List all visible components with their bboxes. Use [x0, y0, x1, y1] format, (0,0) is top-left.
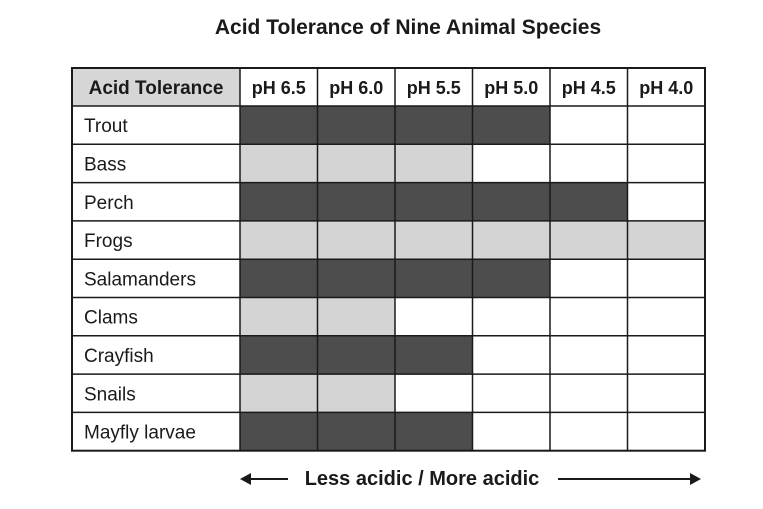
tolerance-cell-clams-4	[550, 297, 628, 336]
column-header-ph: pH 6.5	[252, 78, 306, 98]
row-label-trout: Trout	[84, 116, 128, 137]
column-header-ph: pH 5.0	[484, 78, 538, 98]
chart-title: Acid Tolerance of Nine Animal Species	[214, 16, 602, 39]
tolerance-cell-perch-2	[395, 182, 473, 221]
tolerance-cell-frogs-0	[240, 220, 318, 260]
corner-header-label: Acid Tolerance	[89, 78, 224, 99]
row-label-salamanders: Salamanders	[84, 269, 196, 290]
tolerance-cell-perch-5	[627, 182, 705, 221]
tolerance-cell-salamanders-1	[317, 259, 395, 298]
tolerance-cell-crayfish-3	[472, 335, 550, 375]
tolerance-cell-mayfly-larvae-0	[240, 412, 318, 451]
tolerance-cell-bass-4	[550, 144, 628, 183]
row-label-snails: Snails	[84, 384, 136, 405]
tolerance-cell-clams-3	[472, 297, 550, 336]
row-label-clams: Clams	[84, 308, 138, 329]
row-label-bass: Bass	[84, 154, 126, 175]
tolerance-cell-trout-0	[240, 106, 318, 145]
tolerance-cell-trout-2	[395, 106, 473, 145]
tolerance-cell-salamanders-2	[395, 259, 473, 298]
tolerance-cell-perch-0	[240, 182, 318, 221]
tolerance-cell-trout-1	[317, 106, 395, 145]
tolerance-cell-bass-2	[395, 144, 473, 183]
header-corner-cell	[72, 68, 240, 106]
tolerance-cell-perch-3	[472, 182, 550, 221]
tolerance-cell-crayfish-5	[627, 335, 705, 375]
tolerance-cell-crayfish-2	[395, 335, 473, 375]
column-header-ph: pH 6.0	[329, 78, 383, 98]
tolerance-cell-clams-5	[627, 297, 705, 336]
tolerance-cell-snails-2	[395, 374, 473, 413]
tolerance-cell-frogs-3	[472, 220, 550, 260]
tolerance-cell-trout-5	[627, 106, 705, 145]
tolerance-cell-snails-4	[550, 374, 628, 413]
tolerance-cell-snails-3	[472, 374, 550, 413]
arrow-right-line	[558, 478, 690, 480]
tolerance-cell-clams-1	[317, 297, 395, 336]
column-header-ph: pH 4.0	[639, 78, 693, 98]
tolerance-cell-salamanders-5	[627, 259, 705, 298]
tolerance-cell-bass-1	[317, 144, 395, 183]
tolerance-cell-salamanders-0	[240, 259, 318, 298]
row-label-mayfly-larvae: Mayfly larvae	[84, 423, 196, 444]
tolerance-cell-bass-5	[627, 144, 705, 183]
tolerance-cell-snails-5	[627, 374, 705, 413]
tolerance-cell-bass-3	[472, 144, 550, 183]
tolerance-cell-mayfly-larvae-2	[395, 412, 473, 451]
row-label-perch: Perch	[84, 193, 134, 214]
tolerance-cell-salamanders-4	[550, 259, 628, 298]
arrow-right-icon	[690, 473, 701, 485]
tolerance-cell-mayfly-larvae-5	[627, 412, 705, 451]
tolerance-cell-perch-4	[550, 182, 628, 221]
tolerance-cell-mayfly-larvae-1	[317, 412, 395, 451]
tolerance-cell-frogs-2	[395, 220, 473, 260]
tolerance-cell-crayfish-1	[317, 335, 395, 375]
arrow-left-line	[248, 478, 288, 480]
tolerance-cell-frogs-4	[550, 220, 628, 260]
tolerance-cell-trout-3	[472, 106, 550, 145]
tolerance-cell-trout-4	[550, 106, 628, 145]
tolerance-cell-mayfly-larvae-4	[550, 412, 628, 451]
tolerance-cell-clams-2	[395, 297, 473, 336]
acidity-footer-text: Less acidic / More acidic	[304, 468, 540, 490]
tolerance-cell-bass-0	[240, 144, 318, 183]
tolerance-cell-snails-1	[317, 374, 395, 413]
row-label-frogs: Frogs	[84, 231, 133, 252]
tolerance-cell-crayfish-4	[550, 335, 628, 375]
column-header-ph: pH 4.5	[562, 78, 616, 98]
tolerance-cell-clams-0	[240, 297, 318, 336]
arrow-left-icon	[240, 473, 251, 485]
tolerance-cell-frogs-5	[627, 220, 705, 260]
tolerance-cell-perch-1	[317, 182, 395, 221]
tolerance-cell-mayfly-larvae-3	[472, 412, 550, 451]
column-header-ph: pH 5.5	[407, 78, 461, 98]
tolerance-cell-crayfish-0	[240, 335, 318, 375]
row-label-crayfish: Crayfish	[84, 346, 154, 367]
table-border	[71, 67, 706, 452]
acidity-direction-label: Less acidic / More acidic	[240, 466, 702, 492]
tolerance-cell-snails-0	[240, 374, 318, 413]
tolerance-cell-salamanders-3	[472, 259, 550, 298]
tolerance-cell-frogs-1	[317, 220, 395, 260]
